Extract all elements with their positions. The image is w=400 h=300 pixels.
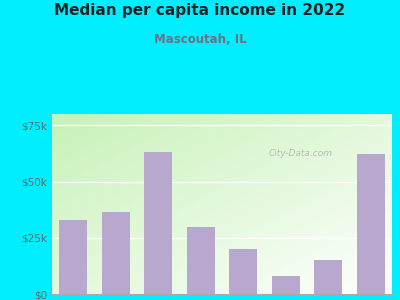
Bar: [357, 154, 384, 294]
Bar: [60, 220, 87, 294]
Bar: [230, 249, 257, 294]
Bar: [272, 276, 300, 294]
Text: Mascoutah, IL: Mascoutah, IL: [154, 33, 246, 46]
Bar: [314, 260, 342, 294]
Bar: [187, 226, 214, 294]
Bar: [144, 152, 172, 294]
Text: Median per capita income in 2022: Median per capita income in 2022: [54, 3, 346, 18]
Bar: [102, 212, 130, 294]
Text: City-Data.com: City-Data.com: [268, 149, 332, 158]
